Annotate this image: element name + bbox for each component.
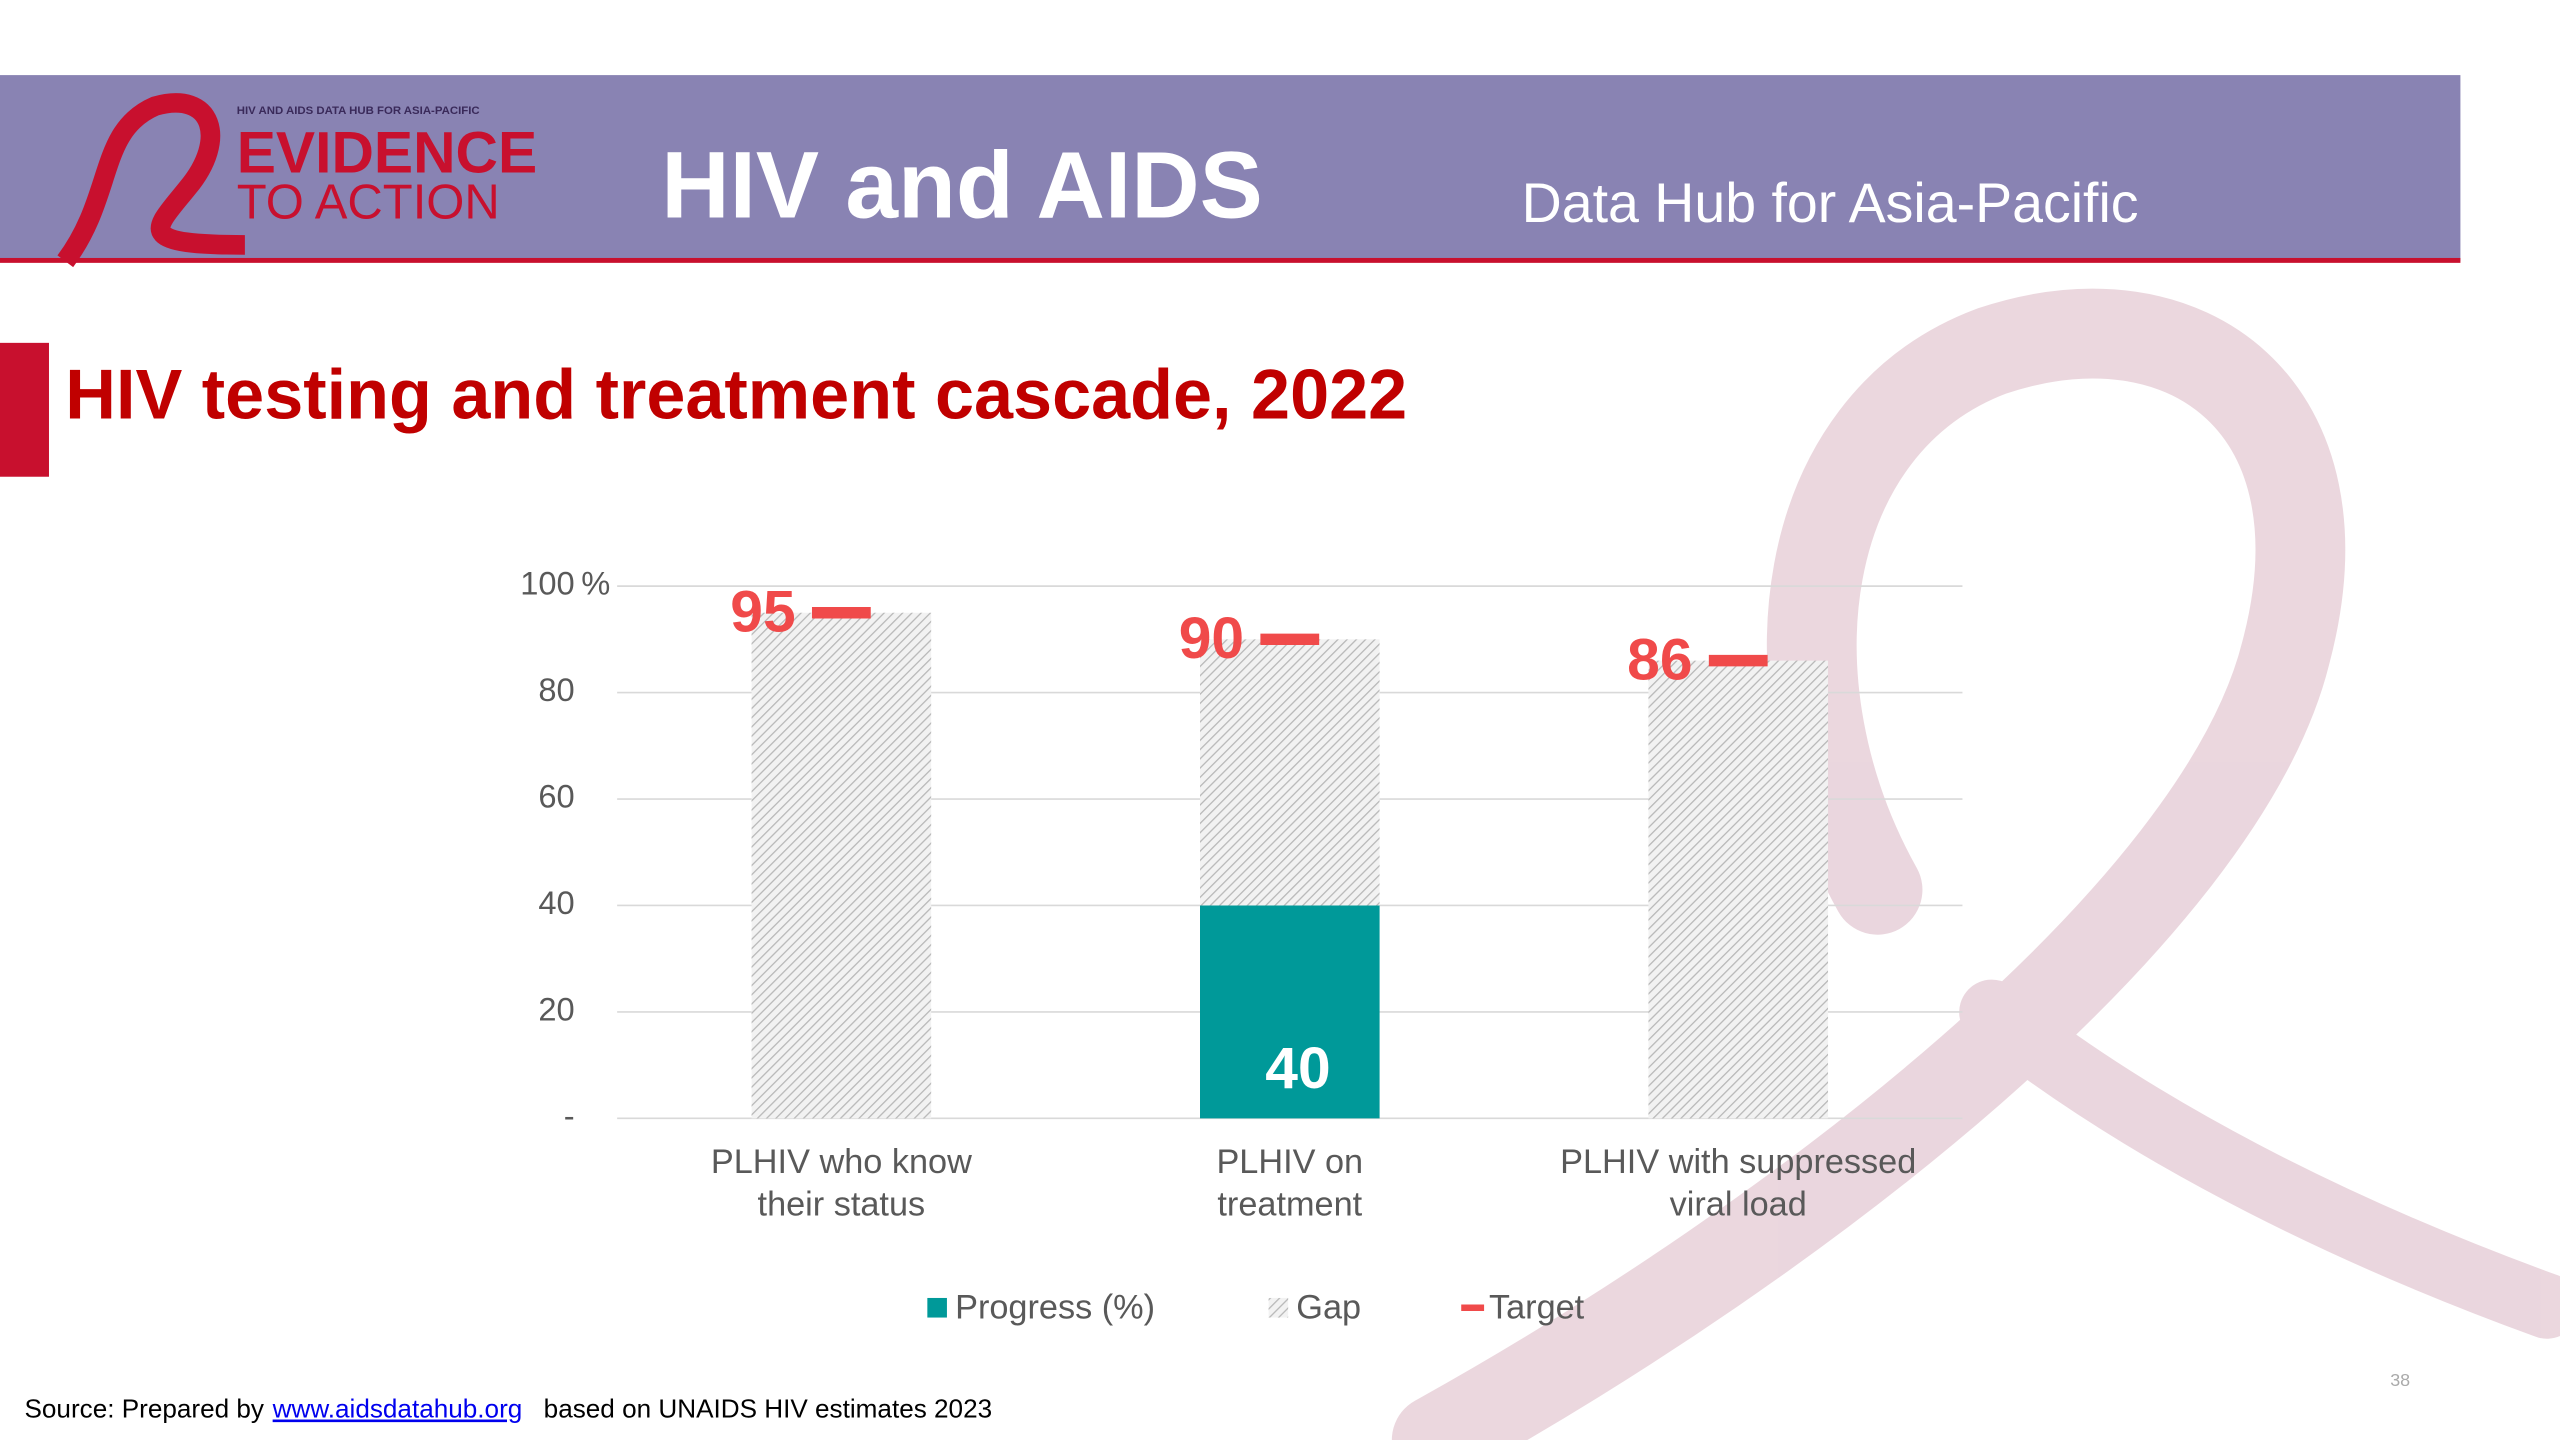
y-tick-label: 20: [538, 991, 574, 1028]
header-rule: [0, 257, 2461, 263]
legend-swatch: [1268, 1297, 1289, 1318]
logo-line2: TO ACTION: [237, 176, 500, 230]
gap-bar: [1200, 639, 1380, 906]
y-tick-label: 100: [520, 565, 574, 602]
x-tick-label: PLHIV with suppressed: [1560, 1143, 1916, 1181]
target-label: 95: [730, 580, 795, 645]
value-label: 40: [1265, 1036, 1330, 1101]
page-number: 38: [2390, 1370, 2410, 1390]
y-axis-unit: %: [581, 565, 610, 602]
target-label: 86: [1627, 627, 1692, 692]
x-tick-label: treatment: [1217, 1186, 1362, 1224]
source-suffix: based on UNAIDS HIV estimates 2023: [544, 1394, 992, 1424]
logo-ribbon: [57, 93, 245, 268]
header-subtitle: Data Hub for Asia-Pacific: [1522, 172, 2139, 234]
progress-bar: [1200, 905, 1380, 1119]
legend-label: Gap: [1296, 1288, 1361, 1326]
source-link[interactable]: www.aidsdatahub.org: [272, 1394, 523, 1424]
logo-line1: EVIDENCE: [237, 120, 537, 185]
chart-title: HIV testing and treatment cascade, 2022: [65, 355, 1407, 434]
title-marker: [0, 342, 49, 477]
y-tick-label: 80: [538, 671, 574, 708]
target-label: 90: [1179, 606, 1244, 671]
legend-label: Target: [1489, 1288, 1585, 1326]
x-tick-label: PLHIV on: [1216, 1143, 1363, 1181]
ribbon-background: [1391, 288, 2560, 1440]
x-tick-label: viral load: [1670, 1186, 1807, 1224]
logo-small: HIV AND AIDS DATA HUB FOR ASIA-PACIFIC: [237, 105, 480, 117]
legend-label: Progress (%): [955, 1288, 1155, 1326]
y-tick-label: 60: [538, 778, 574, 815]
gap-bar: [751, 612, 932, 1119]
x-tick-label: PLHIV who know: [711, 1143, 972, 1181]
x-tick-label: their status: [758, 1186, 926, 1224]
header-title: HIV and AIDS: [661, 133, 1263, 239]
legend-swatch: [927, 1297, 947, 1318]
gap-bar: [1648, 660, 1829, 1119]
y-tick-label: 40: [538, 884, 574, 921]
y-tick-label: -: [564, 1097, 575, 1134]
source-prefix: Source: Prepared by: [24, 1394, 263, 1424]
header-band: [0, 75, 2461, 262]
